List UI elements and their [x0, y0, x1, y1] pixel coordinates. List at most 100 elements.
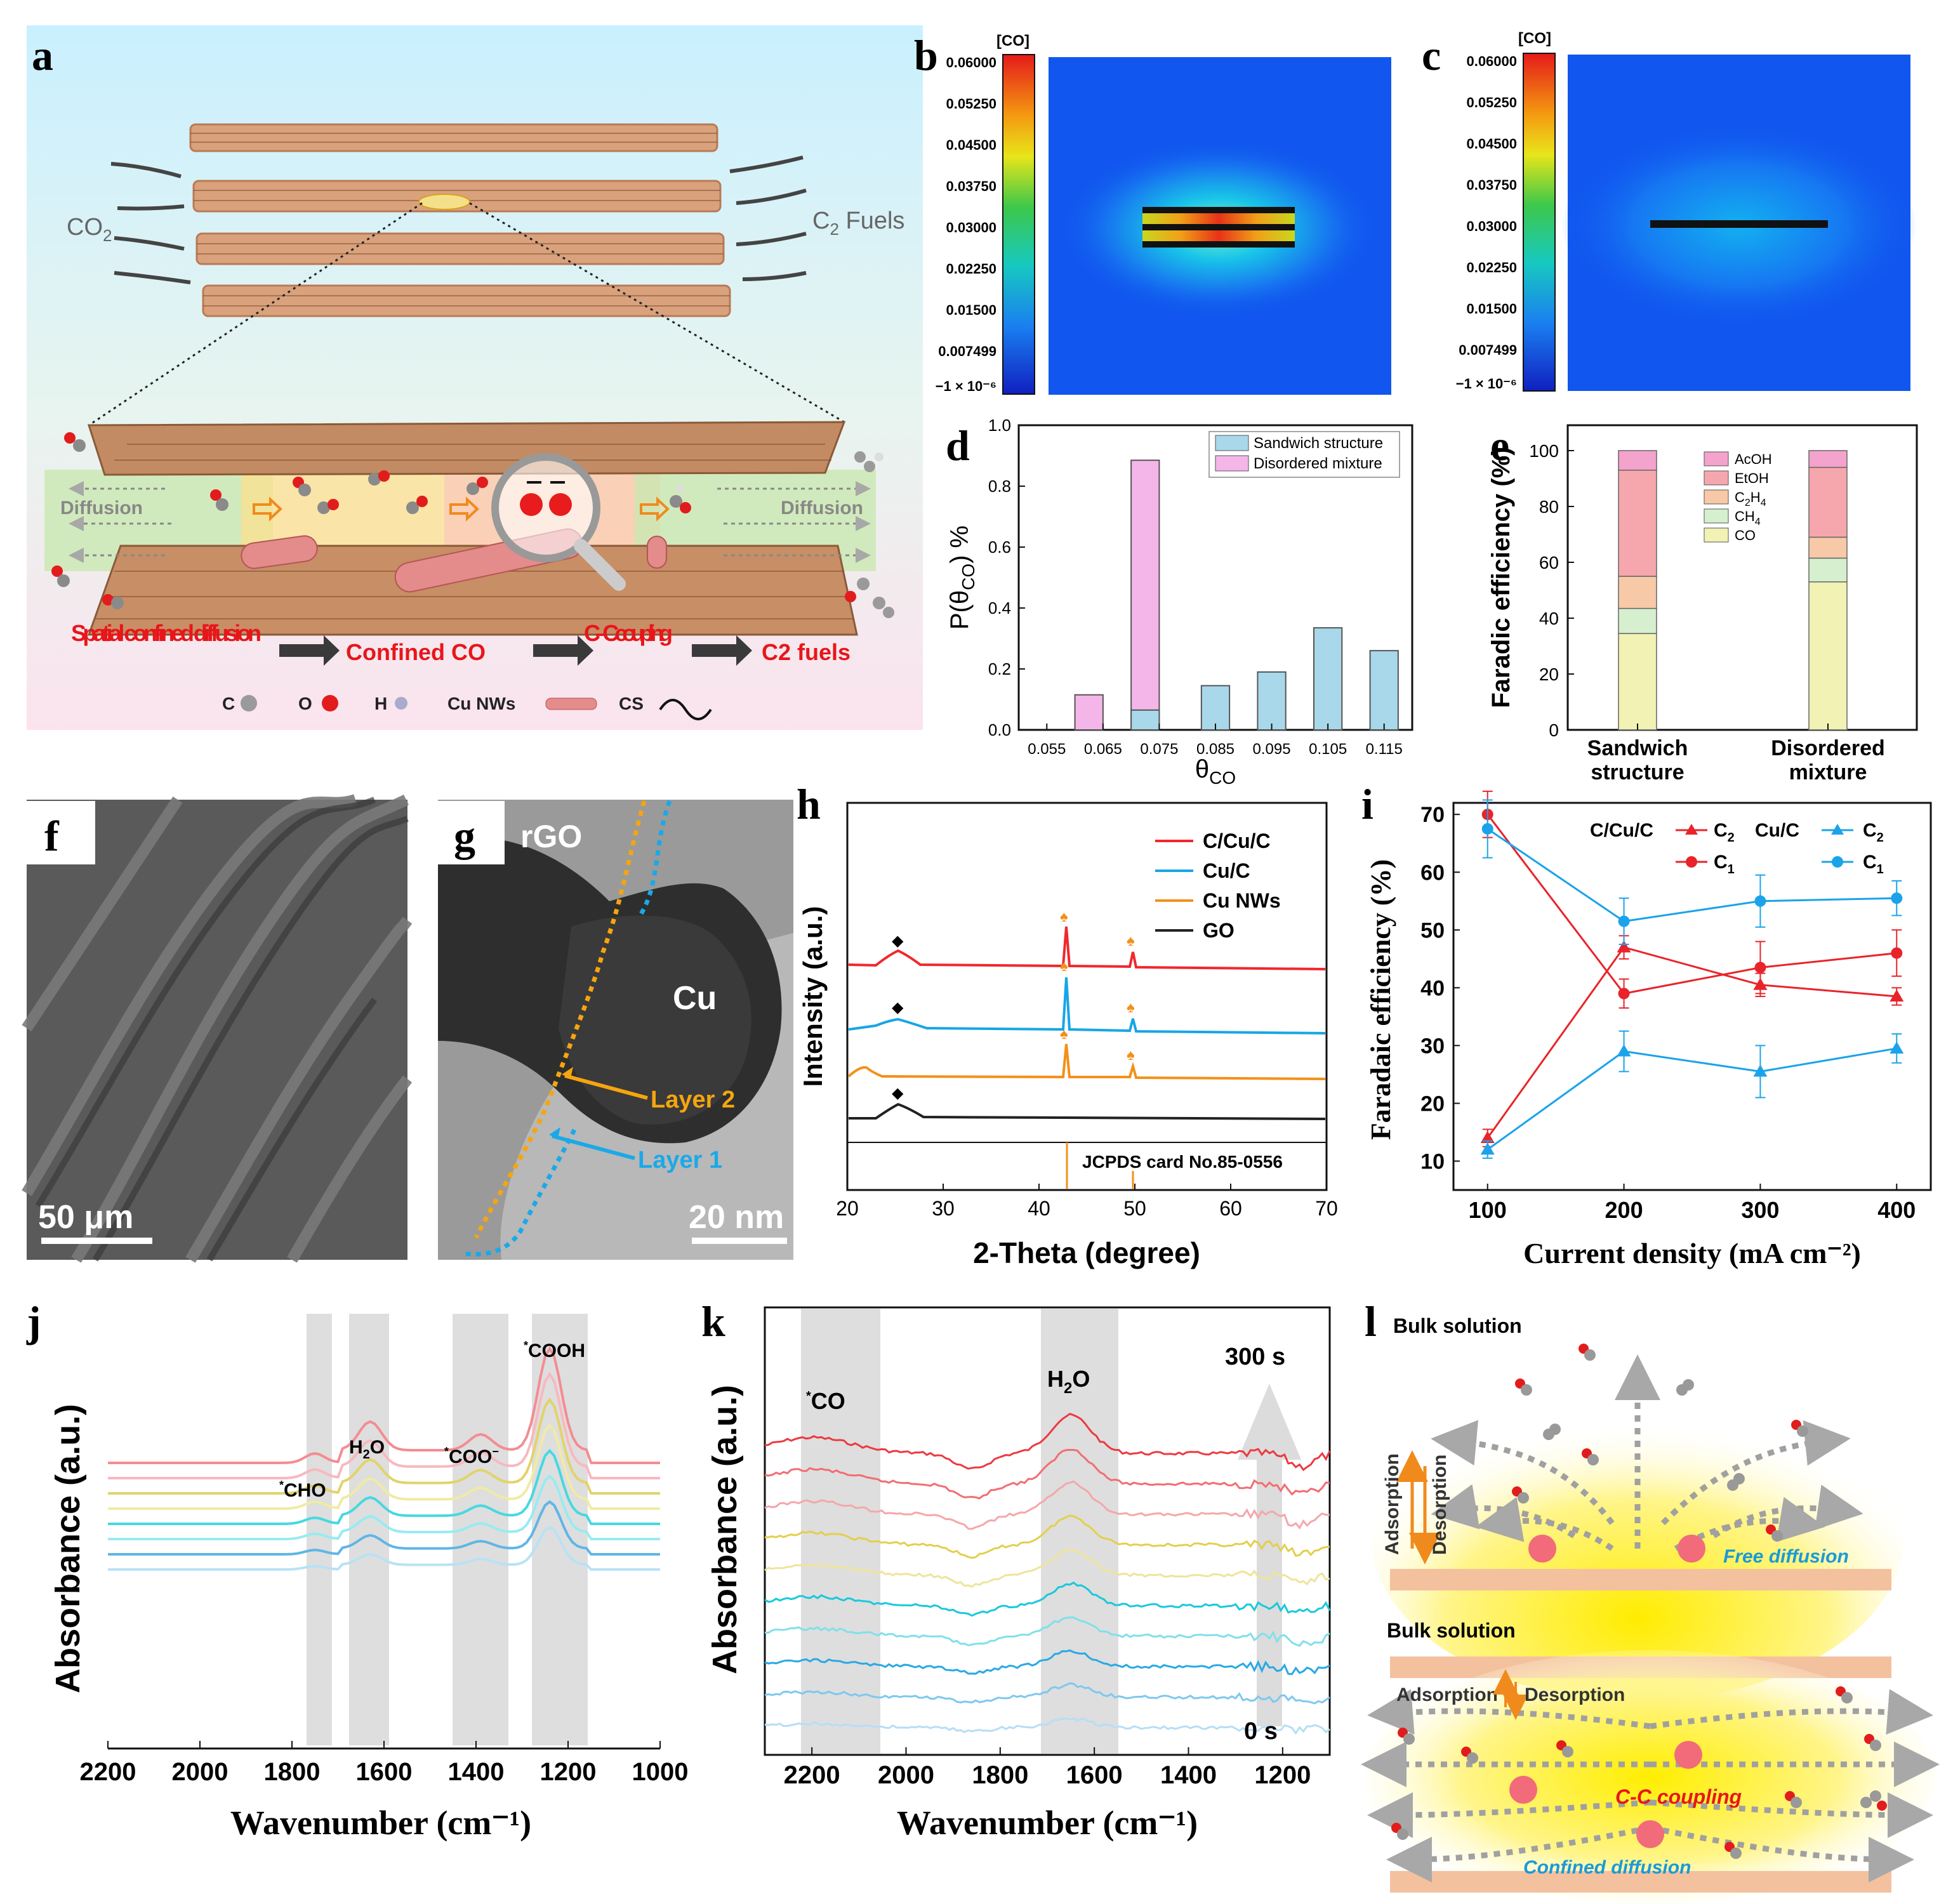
flow-confined-co: Confined CO [346, 639, 486, 665]
xlabel-j: Wavenumber (cm⁻¹) [230, 1804, 531, 1842]
layer1-boundary [463, 800, 672, 1257]
colorbar-title-c: [CO] [1518, 30, 1551, 47]
flow-spatial: Spatial confined diffusion [71, 620, 261, 646]
cbar-tick: 0.03000 [946, 220, 996, 235]
desorption-label-h: Desorption [1525, 1684, 1625, 1705]
panel-letter-h: h [797, 780, 821, 828]
xtick-label-d: 0.115 [1366, 741, 1403, 758]
point-triangle-i [1890, 1041, 1904, 1054]
colorbar-c [1523, 53, 1556, 392]
point-triangle-i [1480, 1142, 1495, 1155]
rgo-label: rGO [520, 819, 582, 854]
xtick-label-k: 2200 [784, 1761, 840, 1789]
spectrum-k [764, 1413, 1331, 1471]
plot-frame-k [764, 1306, 1331, 1756]
panel-a-legend: C O H Cu NWs CS [222, 694, 712, 720]
cbar-tick: 0.06000 [946, 55, 996, 70]
diffusion-left-label: Diffusion [60, 498, 143, 519]
peak-markers: ◆ ◆ ◆ ♠ ♠ ♠ ♠ ♠ ♠ [892, 908, 1135, 1102]
panel-letter-j: j [26, 1297, 41, 1345]
colorbar-title-b: [CO] [996, 32, 1029, 50]
xtick-label-k: 1600 [1066, 1761, 1123, 1789]
panel-letter-k: k [701, 1297, 725, 1345]
point-triangle-i [1480, 1131, 1495, 1144]
ytick-label-d: 0.0 [988, 720, 1011, 739]
panel-c: c [CO] 0.06000 0.05250 0.04500 0.03750 0… [1422, 30, 1917, 392]
xtick-label-j: 1400 [448, 1758, 505, 1786]
top-sheet [87, 421, 846, 476]
time-top: 300 s [1225, 1344, 1285, 1370]
ytick-label-i: 50 [1420, 918, 1445, 942]
sem-ridges [22, 794, 413, 1263]
panel-letter-g: g [454, 812, 475, 860]
h-atom-icon [395, 697, 407, 710]
cc-coupling-label: C-C coupling [1615, 1785, 1742, 1808]
panel-letter-l: l [1365, 1297, 1377, 1345]
point-circle-i [1618, 915, 1630, 927]
spectrum-k [764, 1616, 1330, 1647]
flow-text: Spatial confined diffusion Confined CO C… [71, 620, 851, 665]
flow-arrows [110, 155, 807, 284]
legend-d: Sandwich structure Disordered mixture [1208, 431, 1400, 478]
xtick-label-h: 40 [1028, 1197, 1050, 1220]
stack-segment-etoh [1618, 470, 1657, 577]
stack-segment-co [1808, 581, 1848, 731]
legend-cunws: Cu NWs [1203, 889, 1281, 912]
stack-segment-c2h4 [1808, 536, 1848, 559]
ytick-label-e: 0 [1549, 720, 1559, 740]
ytick-label-i: 20 [1420, 1092, 1445, 1116]
point-triangle-i [1617, 1044, 1631, 1057]
cu-tip [559, 915, 751, 1125]
plot-frame-i [1452, 802, 1932, 1191]
cu-peak-marker: ♠ [1127, 932, 1135, 949]
ytick-label-e: 20 [1539, 664, 1559, 684]
sem-grooves [35, 797, 409, 1262]
c2-fuels-label: C2 Fuels [812, 208, 904, 239]
point-circle-i [1754, 895, 1766, 907]
legend-ccuc: C/Cu/C [1203, 830, 1271, 852]
magnifier-handle [574, 539, 626, 591]
xtick-label-h: 70 [1315, 1197, 1338, 1220]
stack-segment-c2h4 [1618, 576, 1657, 609]
legend-ccuc-c2: C2 [1714, 820, 1735, 845]
panel-letter-c: c [1422, 31, 1441, 79]
colorbar-b [1002, 54, 1035, 395]
panel-letter-f: f [44, 812, 60, 860]
axes-h: 20 30 40 50 60 70 [836, 1184, 1338, 1220]
ytick-label-e: 60 [1539, 553, 1559, 572]
curves-j [108, 1346, 660, 1571]
sandwich-layers [1142, 207, 1295, 248]
legend-e: AcOH EtOH C2H4 CH4 CO [1704, 451, 1772, 543]
bar-disordered [1130, 459, 1160, 731]
legend-ch4: CH4 [1735, 508, 1761, 527]
surface-top [1390, 1569, 1891, 1590]
ytick-label-d: 0.8 [988, 477, 1011, 496]
xtick-label-i: 400 [1877, 1197, 1916, 1223]
panel-letter-e: e [1490, 421, 1509, 470]
legend-cs: CS [619, 694, 644, 713]
ticks-k: 2200 2000 1800 1600 1400 1200 [784, 1747, 1311, 1789]
layer2-arrowhead [562, 1067, 573, 1078]
ytick-label-i: 30 [1420, 1034, 1445, 1058]
panel-l: l Bulk solution Adsorption Desorption Fr… [1361, 1297, 1940, 1904]
diffusion-right-label: Diffusion [781, 498, 863, 519]
spectrum-j [108, 1474, 660, 1540]
ylabel-h: Intensity (a.u.) [798, 906, 828, 1087]
free-diffusion-label: Free diffusion [1723, 1546, 1849, 1567]
cbar-tick: 0.01500 [1466, 301, 1517, 317]
xcat-structure: structure [1591, 760, 1684, 784]
ylabel-i: Faradaic efficiency (%) [1365, 859, 1396, 1140]
ylabel-e: Faradic efficiency (%) [1487, 447, 1515, 708]
series-line-i [1486, 946, 1897, 1139]
desorption-label-v: Desorption [1429, 1455, 1450, 1555]
cbar-tick: 0.03000 [1466, 218, 1517, 234]
panel-a: a CO2 C2 Fuels [27, 25, 923, 730]
xtick-label-k: 1800 [972, 1761, 1028, 1789]
spectrum-j [108, 1346, 660, 1464]
bars-d [1074, 459, 1399, 731]
legend-i: C/Cu/C C2 Cu/C C2 C1 C1 [1590, 820, 1884, 876]
curves-k [764, 1413, 1331, 1735]
stack-segment-ch4 [1618, 607, 1657, 634]
xtick-label-d: 0.085 [1196, 741, 1234, 758]
